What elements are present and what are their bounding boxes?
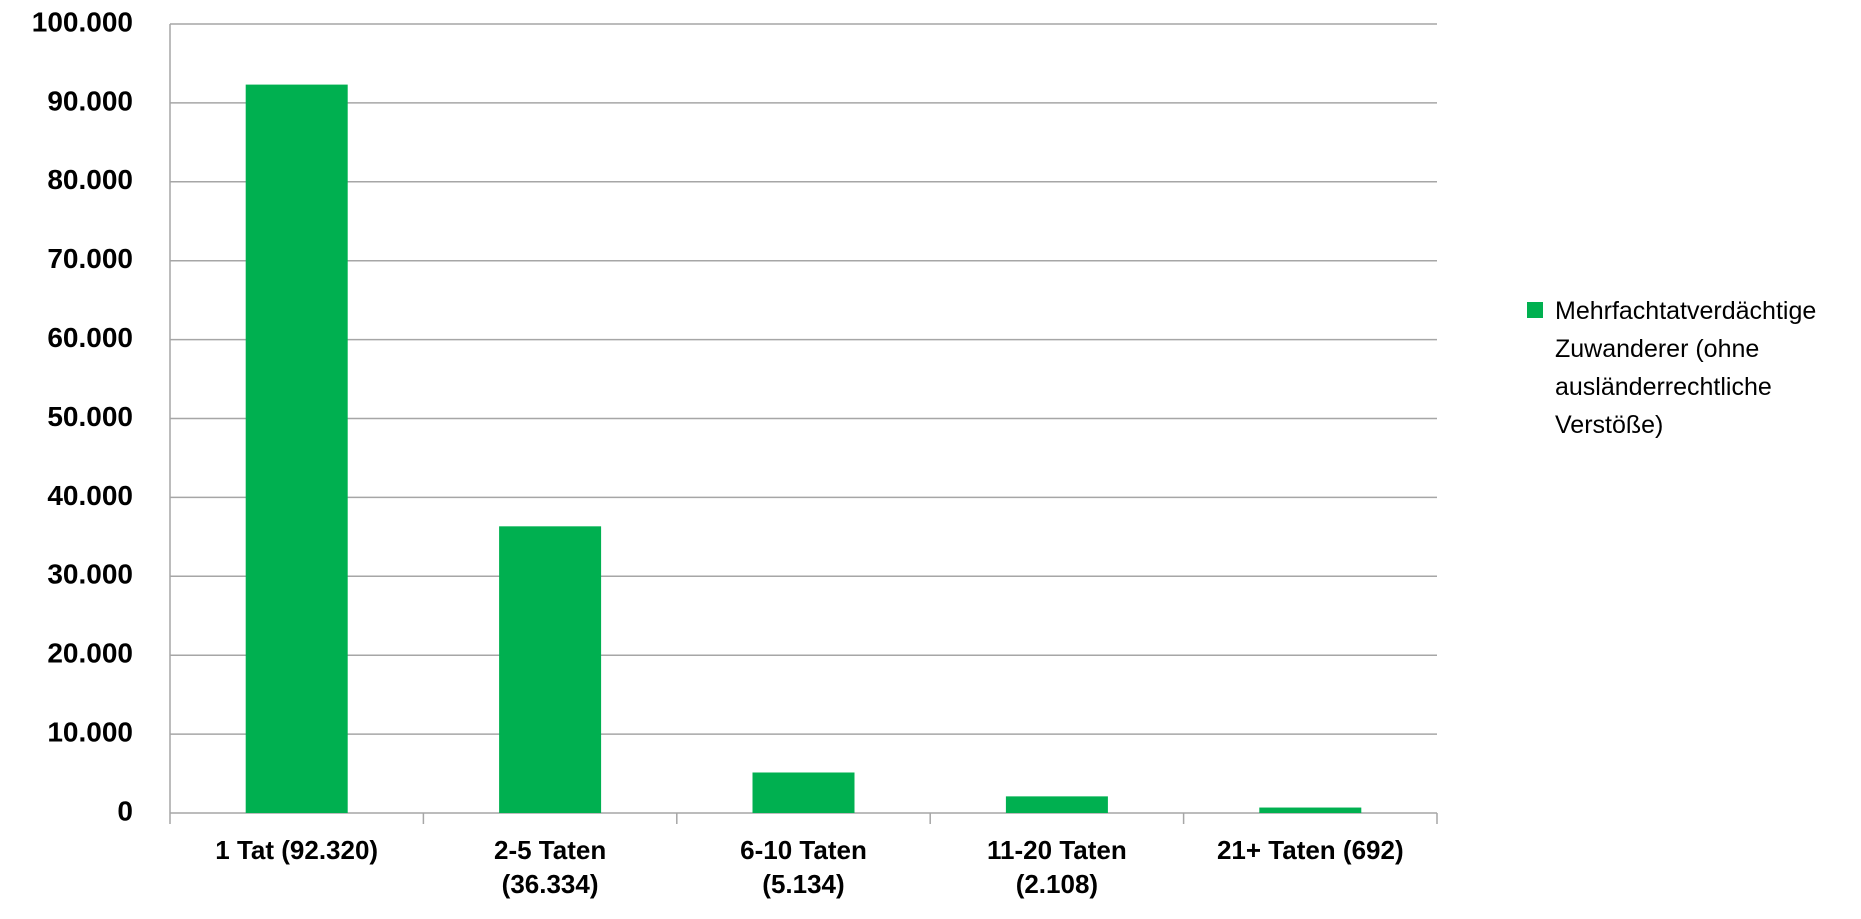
bar [752,772,855,813]
bar [1259,807,1362,813]
y-tick-label: 10.000 [47,716,133,747]
x-tick-label: 6-10 Taten (5.134) [740,835,867,899]
x-tick-label: 11-20 Taten (2.108) [987,835,1127,899]
legend-swatch [1527,302,1543,318]
y-tick-label: 30.000 [47,559,133,590]
bar [1005,796,1108,813]
y-tick-label: 80.000 [47,164,133,195]
y-tick-label: 100.000 [32,6,133,37]
y-tick-label: 40.000 [47,480,133,511]
y-tick-label: 60.000 [47,322,133,353]
y-tick-label: 0 [117,795,133,826]
x-tick-label: 2-5 Taten (36.334) [493,835,607,899]
x-tick-label: 21+ Taten (692) [1216,835,1404,865]
y-tick-label: 70.000 [47,243,133,274]
y-tick-label: 90.000 [47,85,133,116]
bar [499,526,602,813]
bar [245,84,348,813]
y-tick-label: 50.000 [47,401,133,432]
legend-label: Mehrfachtatverdächtige Zuwanderer (ohne … [1555,297,1817,439]
x-tick-label: 1 Tat (92.320) [215,835,379,865]
y-tick-label: 20.000 [47,638,133,669]
